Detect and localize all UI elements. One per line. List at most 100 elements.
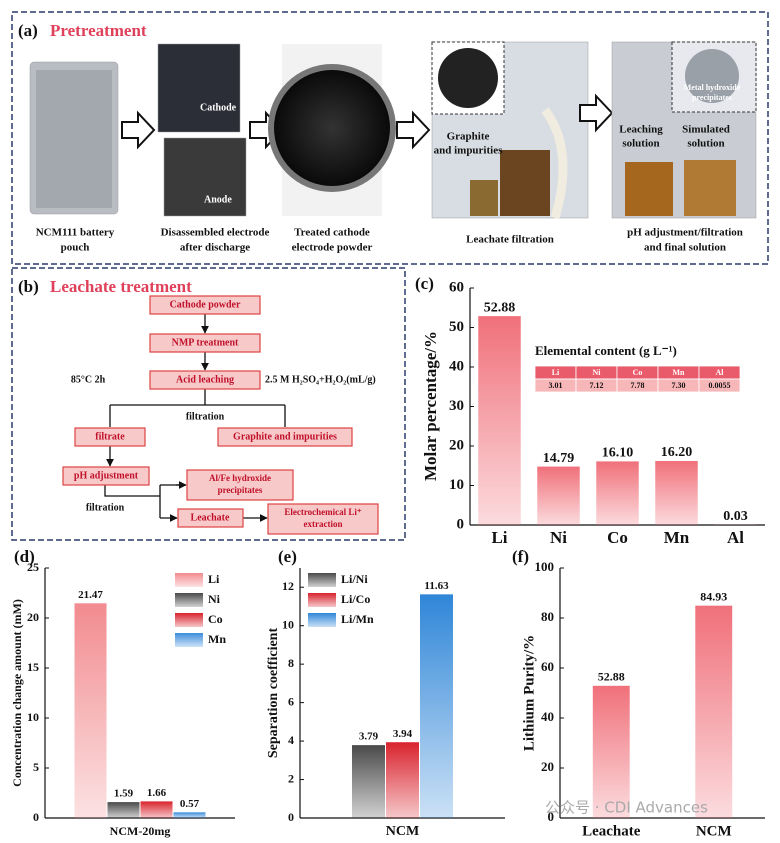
legend-label: Li/Ni xyxy=(341,572,368,586)
flow-node-label: extraction xyxy=(304,519,343,529)
photo-label: Leaching xyxy=(619,124,663,136)
legend-swatch xyxy=(175,573,203,587)
y-tick-label: 60 xyxy=(541,659,554,674)
legend-swatch xyxy=(175,613,203,627)
y-tick-label: 40 xyxy=(449,358,464,374)
x-tick-label: NCM xyxy=(696,823,732,839)
y-tick-label: 20 xyxy=(541,759,554,774)
flow-node xyxy=(217,427,353,447)
flow-node-label: NMP treatment xyxy=(172,337,239,348)
bar xyxy=(420,594,453,818)
value-label: 14.79 xyxy=(543,451,575,466)
bar xyxy=(596,461,639,525)
y-tick-label: 4 xyxy=(288,733,294,747)
cathode-photo xyxy=(157,43,241,133)
flow-node-label: precipitates xyxy=(218,485,263,495)
x-tick-label: Al xyxy=(727,528,744,547)
pouch-body xyxy=(36,70,112,208)
caption: NCM111 battery xyxy=(36,227,115,239)
y-axis-label: Separation coefficient xyxy=(266,628,281,759)
table-value: 7.30 xyxy=(672,381,686,390)
bar xyxy=(74,603,107,818)
caption: electrode powder xyxy=(292,242,373,254)
table-header: Li xyxy=(552,368,560,377)
table-value: 0.0055 xyxy=(709,381,731,390)
value-label: 16.10 xyxy=(602,446,634,461)
value-label: 3.94 xyxy=(393,728,413,740)
value-label: 52.88 xyxy=(484,300,516,315)
legend-label: Li/Co xyxy=(341,592,370,606)
powder xyxy=(274,70,390,186)
y-tick-label: 6 xyxy=(288,694,294,708)
simulated-beaker xyxy=(684,160,736,216)
flow-node-label: Graphite and impurities xyxy=(233,431,337,442)
value-label: 11.63 xyxy=(424,580,449,592)
flow-node xyxy=(62,466,150,486)
photo-label: solution xyxy=(622,138,659,150)
y-tick-label: 60 xyxy=(449,279,464,295)
legend-label: Li/Mn xyxy=(341,612,374,626)
y-axis-label: Concentration change amount (mM) xyxy=(10,599,24,787)
y-tick-label: 20 xyxy=(449,437,464,453)
y-tick-label: 8 xyxy=(288,656,294,670)
value-label: 52.88 xyxy=(598,670,625,684)
caption: and final solution xyxy=(644,242,726,254)
panel-frame xyxy=(11,11,769,265)
condition: 2.5 M H₂SO₄+H₂O₂(mL/g) xyxy=(265,374,376,385)
flow-node-label: filtrate xyxy=(95,431,125,442)
condition: filtration xyxy=(86,502,125,513)
bar xyxy=(140,801,173,818)
table-value: 3.01 xyxy=(549,381,563,390)
flow-node-label: Al/Fe hydroxide xyxy=(209,473,271,483)
bar xyxy=(695,605,733,818)
flow-node xyxy=(267,503,379,535)
y-tick-label: 30 xyxy=(449,398,464,414)
flow-node xyxy=(149,295,261,315)
arrow xyxy=(121,110,156,150)
inset-label: Graphite xyxy=(447,131,490,143)
bar xyxy=(592,685,630,818)
legend-swatch xyxy=(175,593,203,607)
y-tick-label: 0 xyxy=(288,810,294,824)
photo-label: Cathode xyxy=(200,102,237,113)
panel-label: (e) xyxy=(278,547,297,566)
x-tick-label: Co xyxy=(607,528,628,547)
value-label: 16.20 xyxy=(661,445,693,460)
y-tick-label: 2 xyxy=(288,771,294,785)
filter-cake xyxy=(438,48,498,108)
flow-node-label: Acid leaching xyxy=(176,374,234,385)
y-tick-label: 40 xyxy=(541,709,554,724)
table-value: 7.78 xyxy=(631,381,645,390)
flow-node xyxy=(149,333,261,353)
caption: Treated cathode xyxy=(294,227,370,239)
x-tick-label: Leachate xyxy=(582,823,641,839)
panel-label: (f) xyxy=(512,547,529,566)
beaker xyxy=(470,180,498,216)
legend-swatch xyxy=(308,573,336,587)
caption: after discharge xyxy=(180,242,250,254)
y-tick-label: 20 xyxy=(27,610,39,624)
y-tick-label: 10 xyxy=(27,710,39,724)
y-tick-label: 10 xyxy=(449,477,464,493)
x-tick-label: NCM-20mg xyxy=(110,824,171,838)
caption: Disassembled electrode xyxy=(161,227,270,239)
y-tick-label: 50 xyxy=(449,319,464,335)
arrow xyxy=(396,110,431,150)
flow-node-label: pH adjustment xyxy=(74,470,139,481)
anode-photo xyxy=(163,137,247,217)
inset-label: precipitates xyxy=(692,93,732,102)
table-header: Mn xyxy=(673,368,686,377)
leaching-beaker xyxy=(625,162,673,216)
y-tick-label: 0 xyxy=(457,516,465,532)
value-label: 84.93 xyxy=(700,589,727,603)
flow-node-label: Electrochemical Li⁺ xyxy=(284,507,362,517)
connector xyxy=(109,389,286,427)
y-tick-label: 12 xyxy=(282,579,294,593)
legend-label: Li xyxy=(208,572,220,586)
legend-label: Mn xyxy=(208,632,226,646)
legend-label: Co xyxy=(208,612,223,626)
tube xyxy=(541,107,568,220)
y-axis-label: Lithium Purity/% xyxy=(521,635,537,751)
